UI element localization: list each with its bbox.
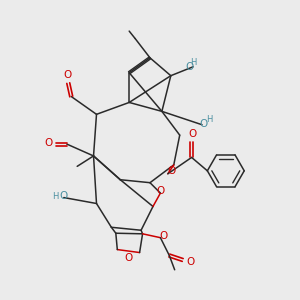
Text: O: O [187,257,195,267]
Text: H: H [190,58,197,67]
Text: O: O [160,231,168,241]
Text: O: O [200,119,208,129]
Text: H: H [52,192,59,201]
Text: O: O [156,186,164,196]
Text: O: O [44,138,52,148]
Text: O: O [185,62,194,72]
Text: O: O [124,253,132,262]
Text: O: O [64,70,72,80]
Text: O: O [60,191,68,201]
Text: O: O [188,129,196,139]
Text: H: H [206,115,212,124]
Text: O: O [167,167,175,176]
